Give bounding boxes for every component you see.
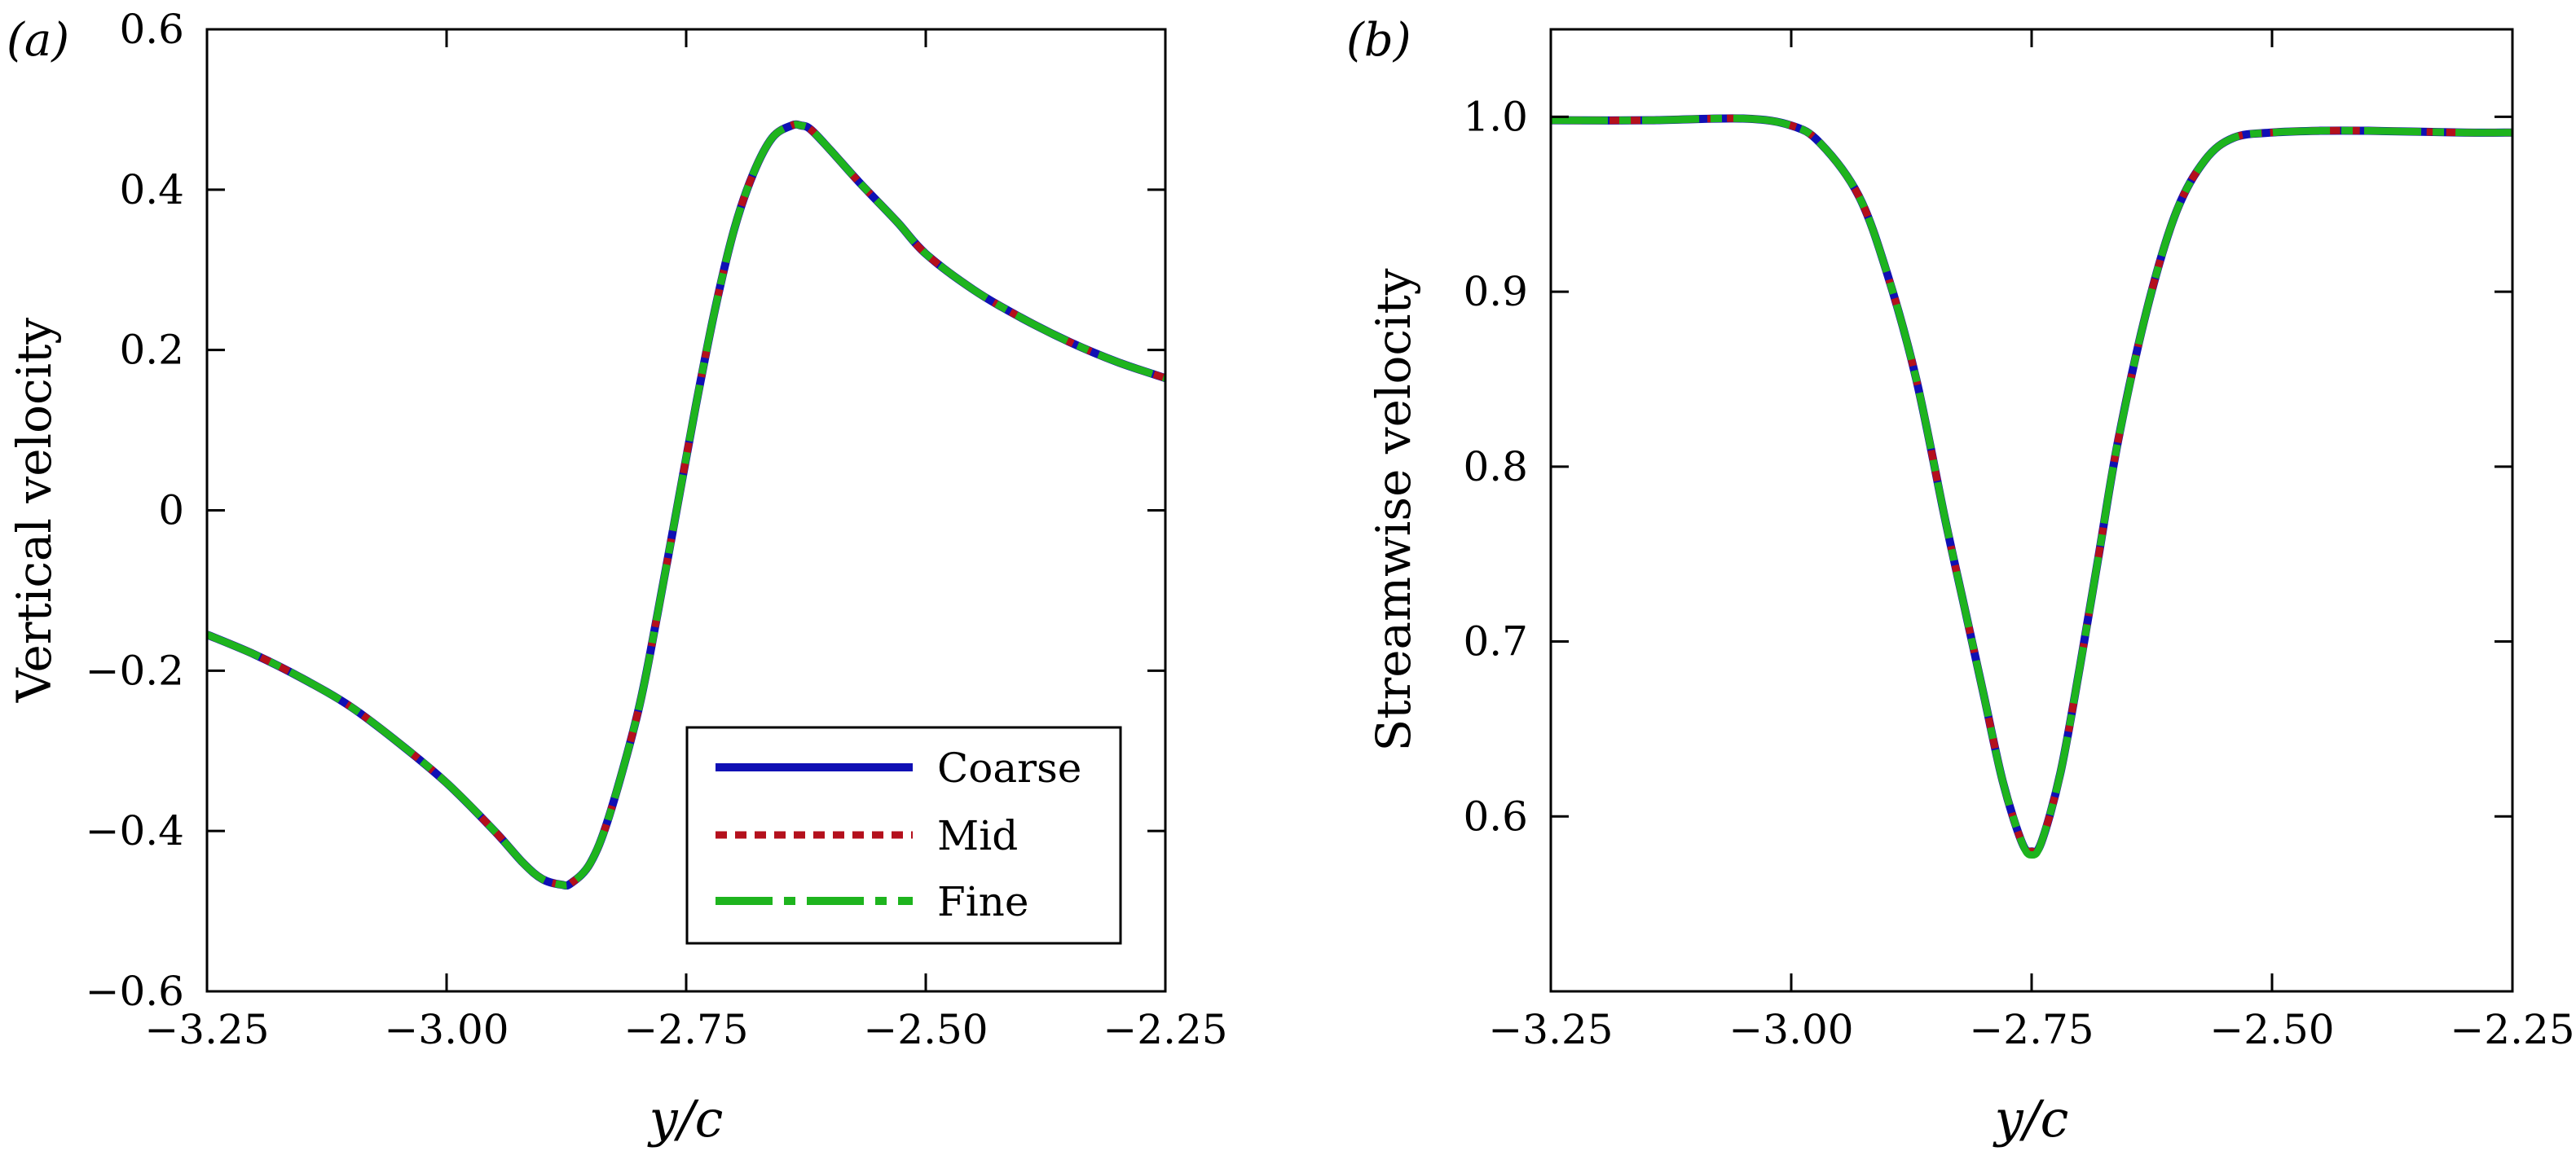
panel-a-ylabel: Vertical velocity — [7, 318, 62, 703]
ytick-label-a-4: 0.2 — [119, 327, 184, 374]
panel-b-ylabel: Streamwise velocity — [1366, 268, 1421, 751]
panel-b-label: (b) — [1346, 14, 1411, 67]
ytick-label-a-0: −0.6 — [86, 968, 184, 1015]
legend-label-coarse: Coarse — [937, 745, 1081, 792]
xtick-label-b-3: −2.50 — [2209, 1006, 2334, 1053]
panel-a-xlabel: y/c — [647, 1089, 724, 1149]
panel-a: (a) −3.25 −3.00 −2.75 −2.50 −2.25 −0.6 −0.4 −0.… — [7, 6, 1228, 1149]
series-line-a-fine — [207, 121, 1165, 890]
series-line-b-fine — [1551, 114, 2512, 859]
panel-b: (b) −3.25 −3.00 −2.75 −2.50 −2.25 0.6 0.7 0.8 0.… — [1346, 14, 2575, 1149]
ytick-label-b-2: 0.8 — [1463, 443, 1528, 490]
xtick-label-a-2: −2.75 — [623, 1006, 748, 1053]
xtick-label-a-1: −3.00 — [384, 1006, 509, 1053]
ytick-label-b-1: 0.7 — [1463, 618, 1528, 666]
ytick-label-a-3: 0 — [158, 487, 184, 534]
ytick-label-a-1: −0.4 — [86, 807, 184, 854]
ytick-label-a-2: −0.2 — [86, 647, 184, 694]
ytick-label-a-5: 0.4 — [119, 166, 184, 213]
xtick-label-b-2: −2.75 — [1969, 1006, 2094, 1053]
ytick-label-a-6: 0.6 — [119, 6, 184, 53]
xtick-label-b-0: −3.25 — [1488, 1006, 1613, 1053]
panel-b-xlabel: y/c — [1993, 1089, 2069, 1149]
xtick-label-a-4: −2.25 — [1103, 1006, 1227, 1053]
xtick-label-a-3: −2.50 — [863, 1006, 988, 1053]
series-line-b-mid — [1551, 114, 2512, 856]
panel-a-label: (a) — [7, 14, 69, 67]
xtick-label-a-0: −3.25 — [144, 1006, 269, 1053]
ytick-label-b-3: 0.9 — [1463, 268, 1528, 315]
legend-label-fine: Fine — [937, 878, 1028, 925]
legend-label-mid: Mid — [937, 812, 1018, 859]
series-line-b-coarse — [1551, 114, 2512, 857]
ytick-label-b-4: 1.0 — [1463, 93, 1528, 140]
xtick-label-b-4: −2.25 — [2450, 1006, 2574, 1053]
ytick-label-b-0: 0.6 — [1463, 793, 1528, 840]
xtick-label-b-1: −3.00 — [1728, 1006, 1853, 1053]
panel-b-plot-frame — [1549, 28, 2514, 993]
legend: Coarse Mid Fine — [685, 726, 1122, 945]
